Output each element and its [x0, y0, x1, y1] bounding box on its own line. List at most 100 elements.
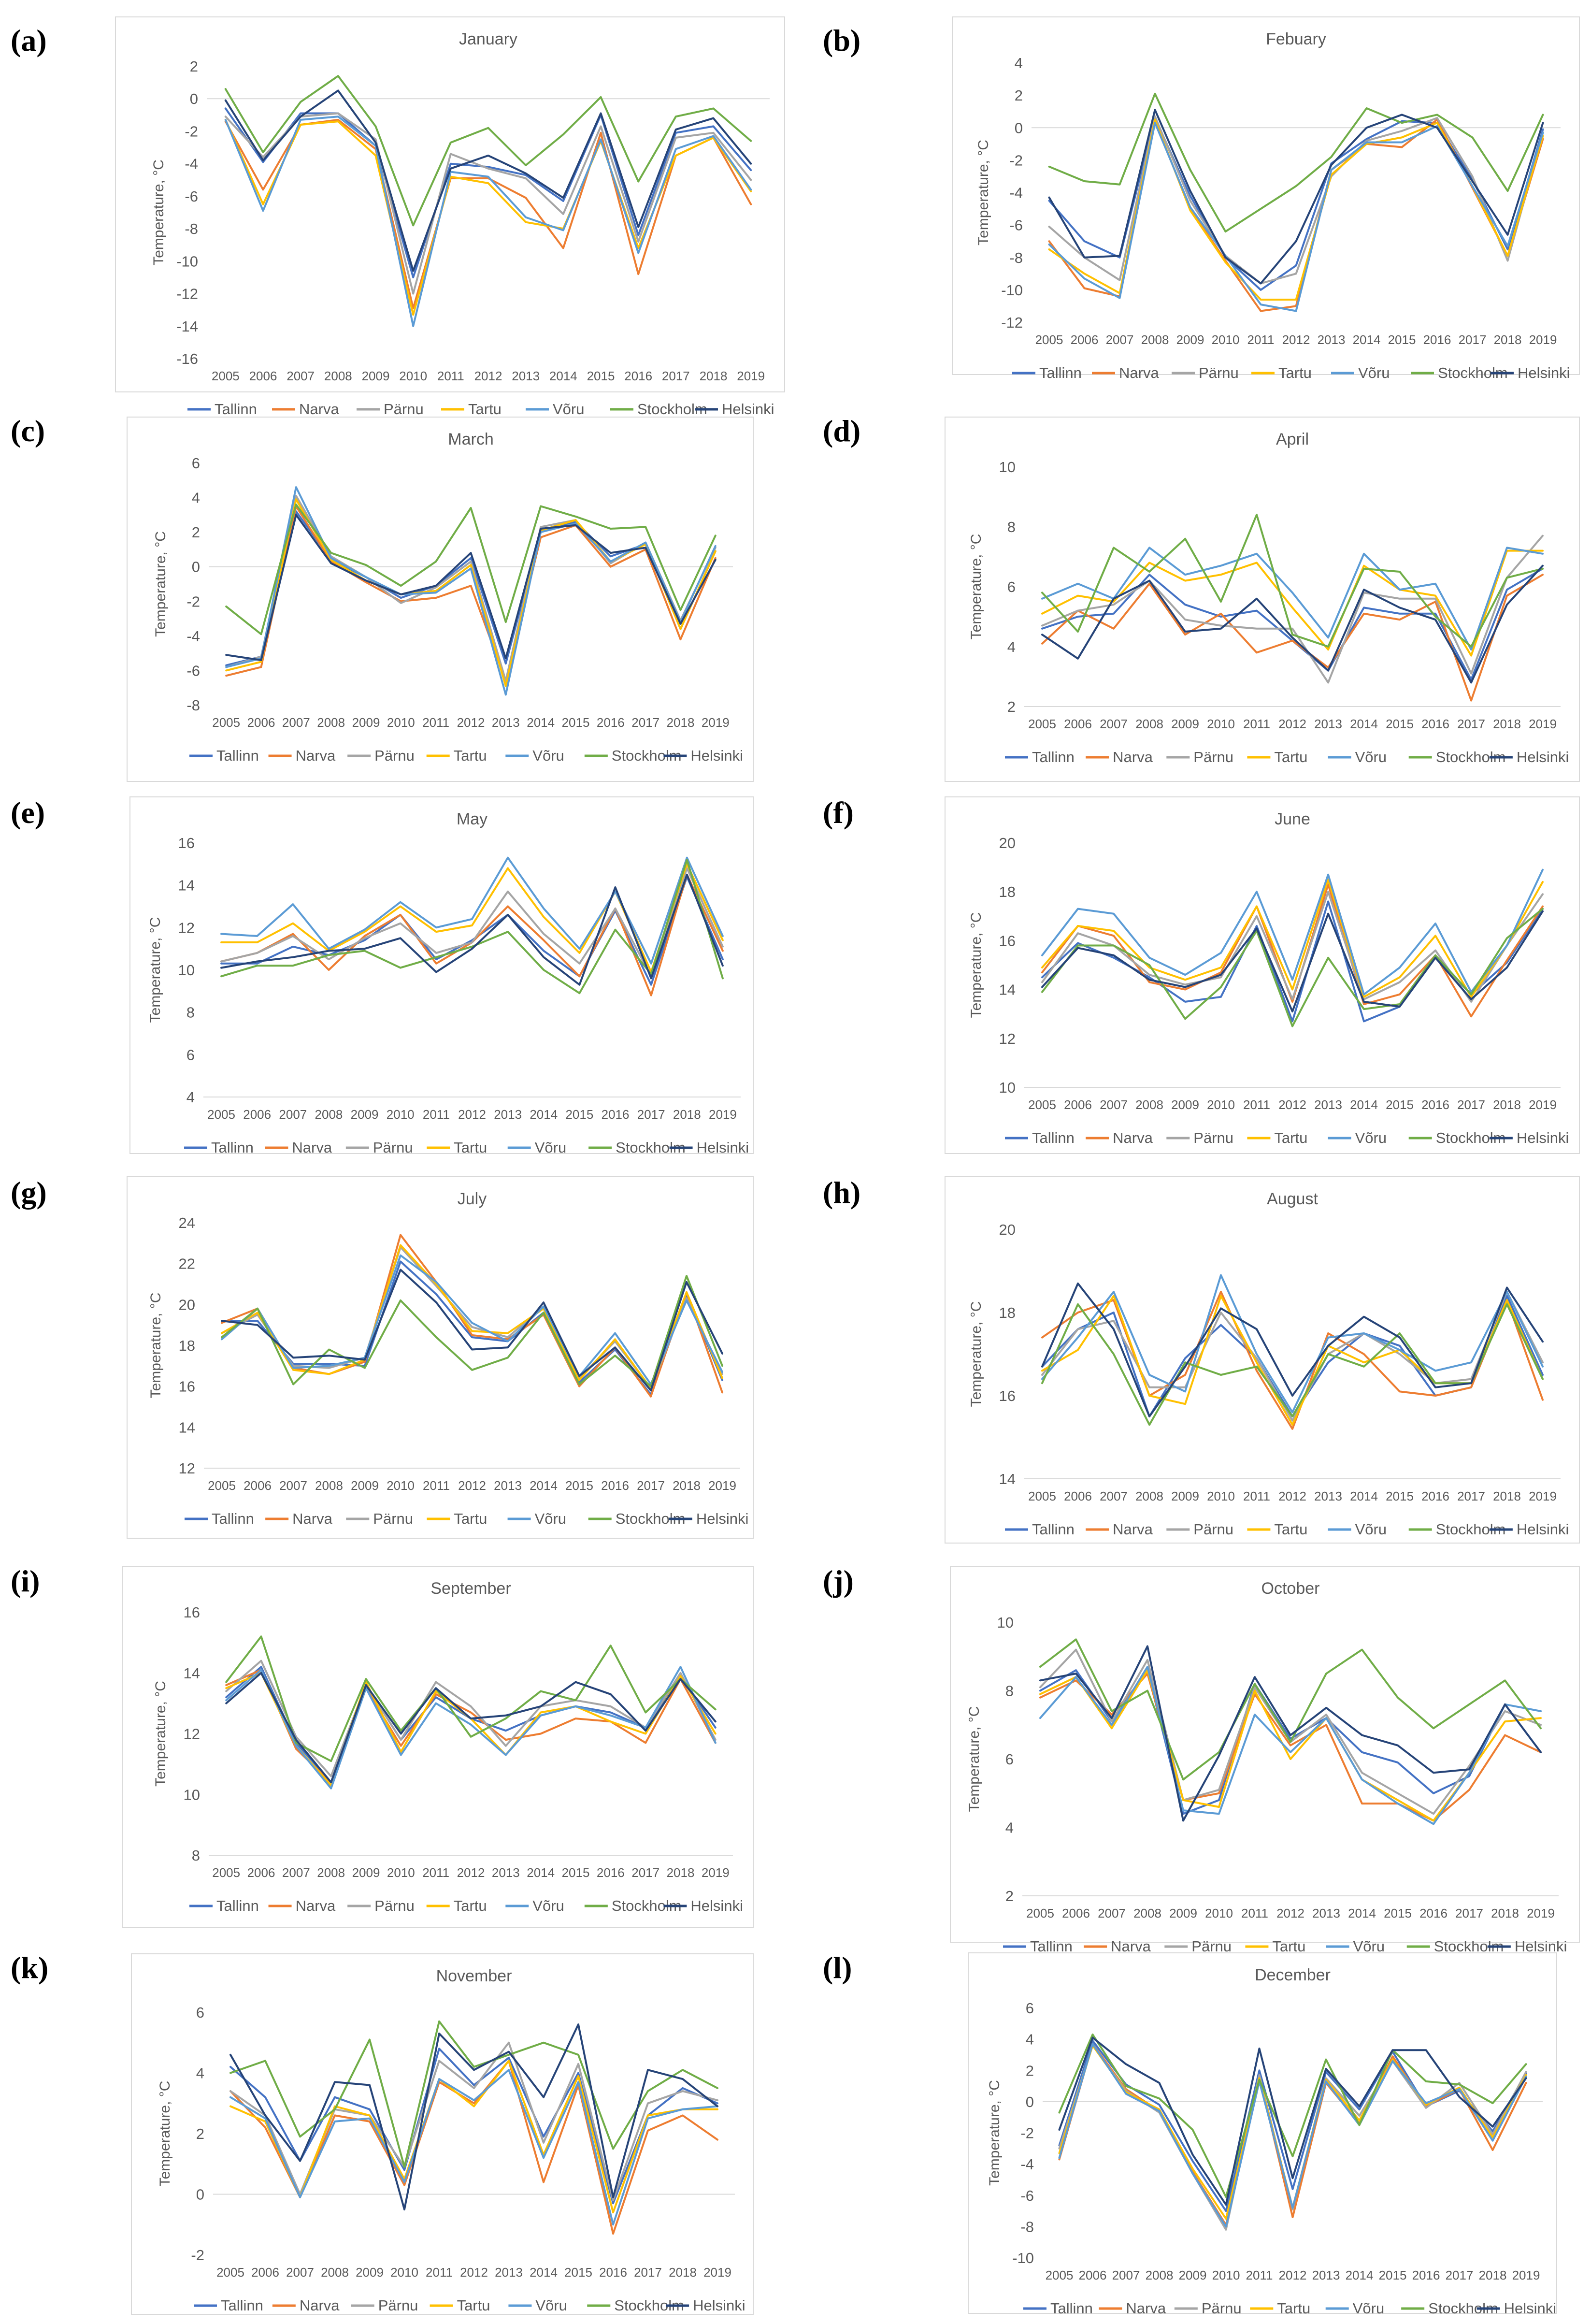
x-tick-label: 2010	[387, 1478, 415, 1493]
x-axis: 2005 2006 2007 2008 2009 2010 2011 2012 2013 2014…	[212, 369, 765, 383]
x-tick-label: 2007	[1112, 2268, 1140, 2282]
x-tick-label: 2014	[530, 1478, 558, 1493]
y-tick-label: 6	[1026, 2000, 1034, 2017]
x-tick-label: 2016	[602, 1107, 630, 1122]
y-tick-label: 12	[999, 1030, 1016, 1047]
x-tick-label: 2017	[1446, 2268, 1474, 2282]
x-tick-label: 2018	[667, 1865, 695, 1880]
y-tick-label: 22	[179, 1256, 195, 1272]
x-tick-label: 2005	[1028, 717, 1056, 731]
x-tick-label: 2011	[1243, 717, 1270, 731]
x-tick-label: 2005	[208, 1478, 236, 1493]
y-tick-label: 14	[999, 982, 1016, 998]
chart-december: December -10 -8 -6 -4 -2 0 2 4 6 Temperature, °C 20…	[968, 1952, 1557, 2317]
y-tick-label: 2	[1005, 1888, 1014, 1905]
series-line-tartu	[220, 863, 724, 973]
x-tick-label: 2009	[351, 1478, 379, 1493]
legend: Tallinn Narva Pärnu Tartu Võru Stockholm Helsi…	[1005, 1521, 1569, 1538]
chart-frame	[945, 1176, 1580, 1544]
x-tick-label: 2019	[708, 1478, 736, 1493]
y-tick-label: 16	[178, 835, 195, 852]
y-tick-label: 24	[179, 1214, 195, 1231]
x-tick-label: 2015	[1386, 1097, 1414, 1112]
series-line-stockholm	[1041, 908, 1544, 1027]
x-tick-label: 2006	[249, 369, 277, 383]
x-axis: 2005 2006 2007 2008 2009 2010 2011 2012 2013 2014…	[1028, 1097, 1557, 1112]
legend-label-tallinn: Tallinn	[1050, 2300, 1093, 2317]
chart-frame	[968, 1952, 1557, 2314]
y-tick-label: -8	[1009, 249, 1023, 266]
x-tick-label: 2014	[1350, 1097, 1378, 1112]
x-tick-label: 2017	[637, 1478, 665, 1493]
x-tick-label: 2012	[1276, 1906, 1304, 1920]
x-tick-label: 2019	[1527, 1906, 1555, 1920]
x-axis: 2005 2006 2007 2008 2009 2010 2011 2012 2013 2014…	[1035, 332, 1557, 347]
panel-label-l: (l)	[823, 1950, 852, 1985]
y-tick-label: 10	[184, 1786, 200, 1803]
series-line-voru	[1048, 122, 1544, 312]
series-group	[1039, 1638, 1542, 1825]
y-axis-label: Temperature, °C	[151, 159, 167, 265]
legend-label-narva: Narva	[1113, 1521, 1153, 1538]
y-tick-label: -2	[1020, 2125, 1034, 2142]
legend-label-parnu: Pärnu	[1191, 1938, 1232, 1955]
x-tick-label: 2018	[667, 715, 695, 730]
x-tick-label: 2019	[1529, 332, 1557, 347]
y-tick-label: 16	[999, 932, 1016, 949]
x-tick-label: 2009	[1171, 717, 1199, 731]
legend: Tallinn Narva Pärnu Tartu Võru Stockholm Helsi…	[187, 401, 774, 418]
y-tick-label: 14	[999, 1471, 1016, 1487]
series-line-voru	[225, 1666, 717, 1790]
x-tick-label: 2019	[709, 1107, 737, 1122]
x-tick-label: 2012	[1282, 332, 1310, 347]
y-axis: 2 4 6 8 10	[999, 459, 1016, 715]
x-tick-label: 2005	[212, 369, 240, 383]
y-tick-label: -10	[1001, 282, 1023, 299]
x-tick-label: 2012	[458, 1107, 486, 1122]
y-tick-label: 14	[179, 1419, 195, 1436]
legend-label-tartu: Tartu	[1278, 364, 1312, 381]
x-tick-label: 2014	[1346, 2268, 1374, 2282]
x-tick-label: 2016	[1421, 717, 1449, 731]
chart-frame	[115, 16, 785, 392]
y-axis-label: Temperature, °C	[153, 1681, 169, 1787]
x-tick-label: 2007	[1100, 1097, 1128, 1112]
series-line-tallinn	[229, 2048, 718, 2205]
series-group	[225, 486, 717, 696]
x-tick-label: 2013	[512, 369, 540, 383]
series-line-stockholm	[225, 503, 717, 635]
x-tick-label: 2017	[1457, 1097, 1485, 1112]
legend-label-tallinn: Tallinn	[1030, 1938, 1073, 1955]
y-tick-label: 16	[999, 1387, 1016, 1404]
series-line-helsinki	[1039, 1645, 1542, 1822]
legend-label-voru: Võru	[1355, 1521, 1387, 1538]
legend-label-parnu: Pärnu	[1193, 1521, 1233, 1538]
x-tick-label: 2017	[1457, 717, 1485, 731]
x-tick-label: 2016	[599, 2265, 627, 2280]
y-tick-label: 10	[999, 1079, 1016, 1096]
legend-label-parnu: Pärnu	[373, 1510, 413, 1527]
x-tick-label: 2011	[423, 1478, 450, 1493]
legend-label-helsinki: Helsinki	[1515, 1938, 1567, 1955]
x-axis: 2005 2006 2007 2008 2009 2010 2011 2012 2013 2014…	[1028, 1489, 1557, 1503]
x-tick-label: 2012	[1279, 2268, 1307, 2282]
y-tick-label: 2	[192, 524, 200, 541]
series-line-tallinn	[224, 107, 752, 278]
series-line-stockholm	[1041, 514, 1544, 648]
y-tick-label: 4	[1026, 2031, 1034, 2048]
legend-label-tartu: Tartu	[1274, 1521, 1307, 1538]
x-tick-label: 2010	[1207, 1489, 1235, 1503]
x-tick-label: 2014	[530, 2265, 558, 2280]
x-tick-label: 2018	[1493, 1097, 1521, 1112]
y-tick-label: 6	[186, 1046, 195, 1063]
x-tick-label: 2014	[1350, 717, 1378, 731]
x-tick-label: 2008	[321, 2265, 349, 2280]
x-tick-label: 2011	[423, 1107, 450, 1122]
legend-label-tartu: Tartu	[454, 1897, 487, 1914]
series-line-helsinki	[220, 873, 724, 986]
x-tick-label: 2013	[492, 715, 520, 730]
x-tick-label: 2005	[1046, 2268, 1074, 2282]
y-tick-label: 18	[179, 1337, 195, 1354]
x-tick-label: 2017	[631, 715, 659, 730]
y-tick-label: -6	[185, 188, 198, 205]
